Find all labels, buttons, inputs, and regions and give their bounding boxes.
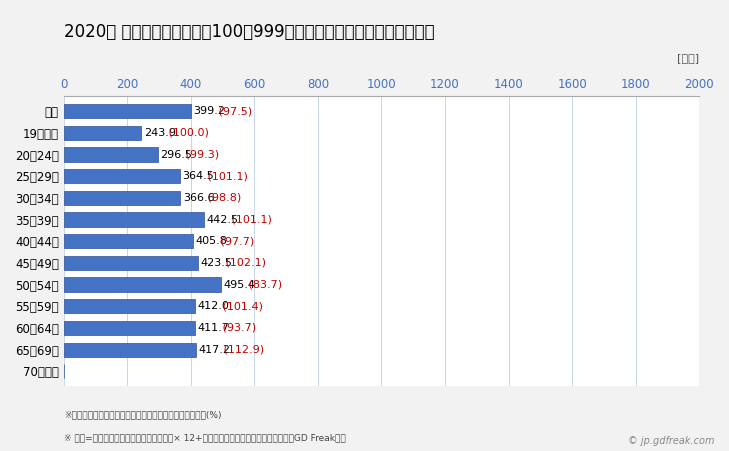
Text: (97.5): (97.5) [214, 106, 252, 116]
Text: 243.9: 243.9 [144, 128, 176, 138]
Text: (98.8): (98.8) [204, 193, 241, 203]
Bar [63, 299, 195, 313]
Text: 296.5: 296.5 [160, 150, 192, 160]
Bar [63, 191, 180, 205]
Text: 423.5: 423.5 [200, 258, 233, 268]
Text: 412.0: 412.0 [197, 301, 229, 311]
Text: (112.9): (112.9) [220, 345, 265, 354]
Text: (100.0): (100.0) [165, 128, 209, 138]
Text: ※ 年収=「きまって支給する現金給与額」× 12+「年間賞与その他特別給与額」としてGD Freak推計: ※ 年収=「きまって支給する現金給与額」× 12+「年間賞与その他特別給与額」と… [63, 433, 346, 442]
Bar [63, 169, 179, 183]
Text: 364.5: 364.5 [182, 171, 214, 181]
Bar [63, 234, 192, 248]
Text: 2020年 民間企業（従業者数100～999人）フルタイム労働者の平均年収: 2020年 民間企業（従業者数100～999人）フルタイム労働者の平均年収 [63, 23, 434, 41]
Bar [63, 126, 141, 140]
Text: 405.8: 405.8 [195, 236, 227, 246]
Bar [63, 321, 195, 335]
Text: 411.7: 411.7 [197, 323, 229, 333]
Text: (97.7): (97.7) [217, 236, 254, 246]
Bar [63, 256, 198, 270]
Text: [万円]: [万円] [677, 53, 699, 63]
Text: 417.2: 417.2 [199, 345, 231, 354]
Text: (102.1): (102.1) [222, 258, 266, 268]
Bar [63, 104, 190, 118]
Text: (83.7): (83.7) [245, 280, 282, 290]
Bar [63, 212, 204, 226]
Text: 366.6: 366.6 [183, 193, 214, 203]
Bar [63, 342, 196, 357]
Text: (101.1): (101.1) [228, 215, 272, 225]
Text: 442.5: 442.5 [207, 215, 239, 225]
Bar [63, 147, 158, 161]
Bar [63, 277, 221, 292]
Text: (101.1): (101.1) [203, 171, 247, 181]
Text: (101.4): (101.4) [219, 301, 262, 311]
Text: (99.3): (99.3) [182, 150, 219, 160]
Text: (93.7): (93.7) [219, 323, 256, 333]
Text: 399.2: 399.2 [193, 106, 225, 116]
Text: © jp.gdfreak.com: © jp.gdfreak.com [628, 437, 714, 446]
Text: 495.4: 495.4 [224, 280, 256, 290]
Text: ※（）内は域内の同業種・同年齢層の平均所得に対する比(%): ※（）内は域内の同業種・同年齢層の平均所得に対する比(%) [63, 410, 221, 419]
